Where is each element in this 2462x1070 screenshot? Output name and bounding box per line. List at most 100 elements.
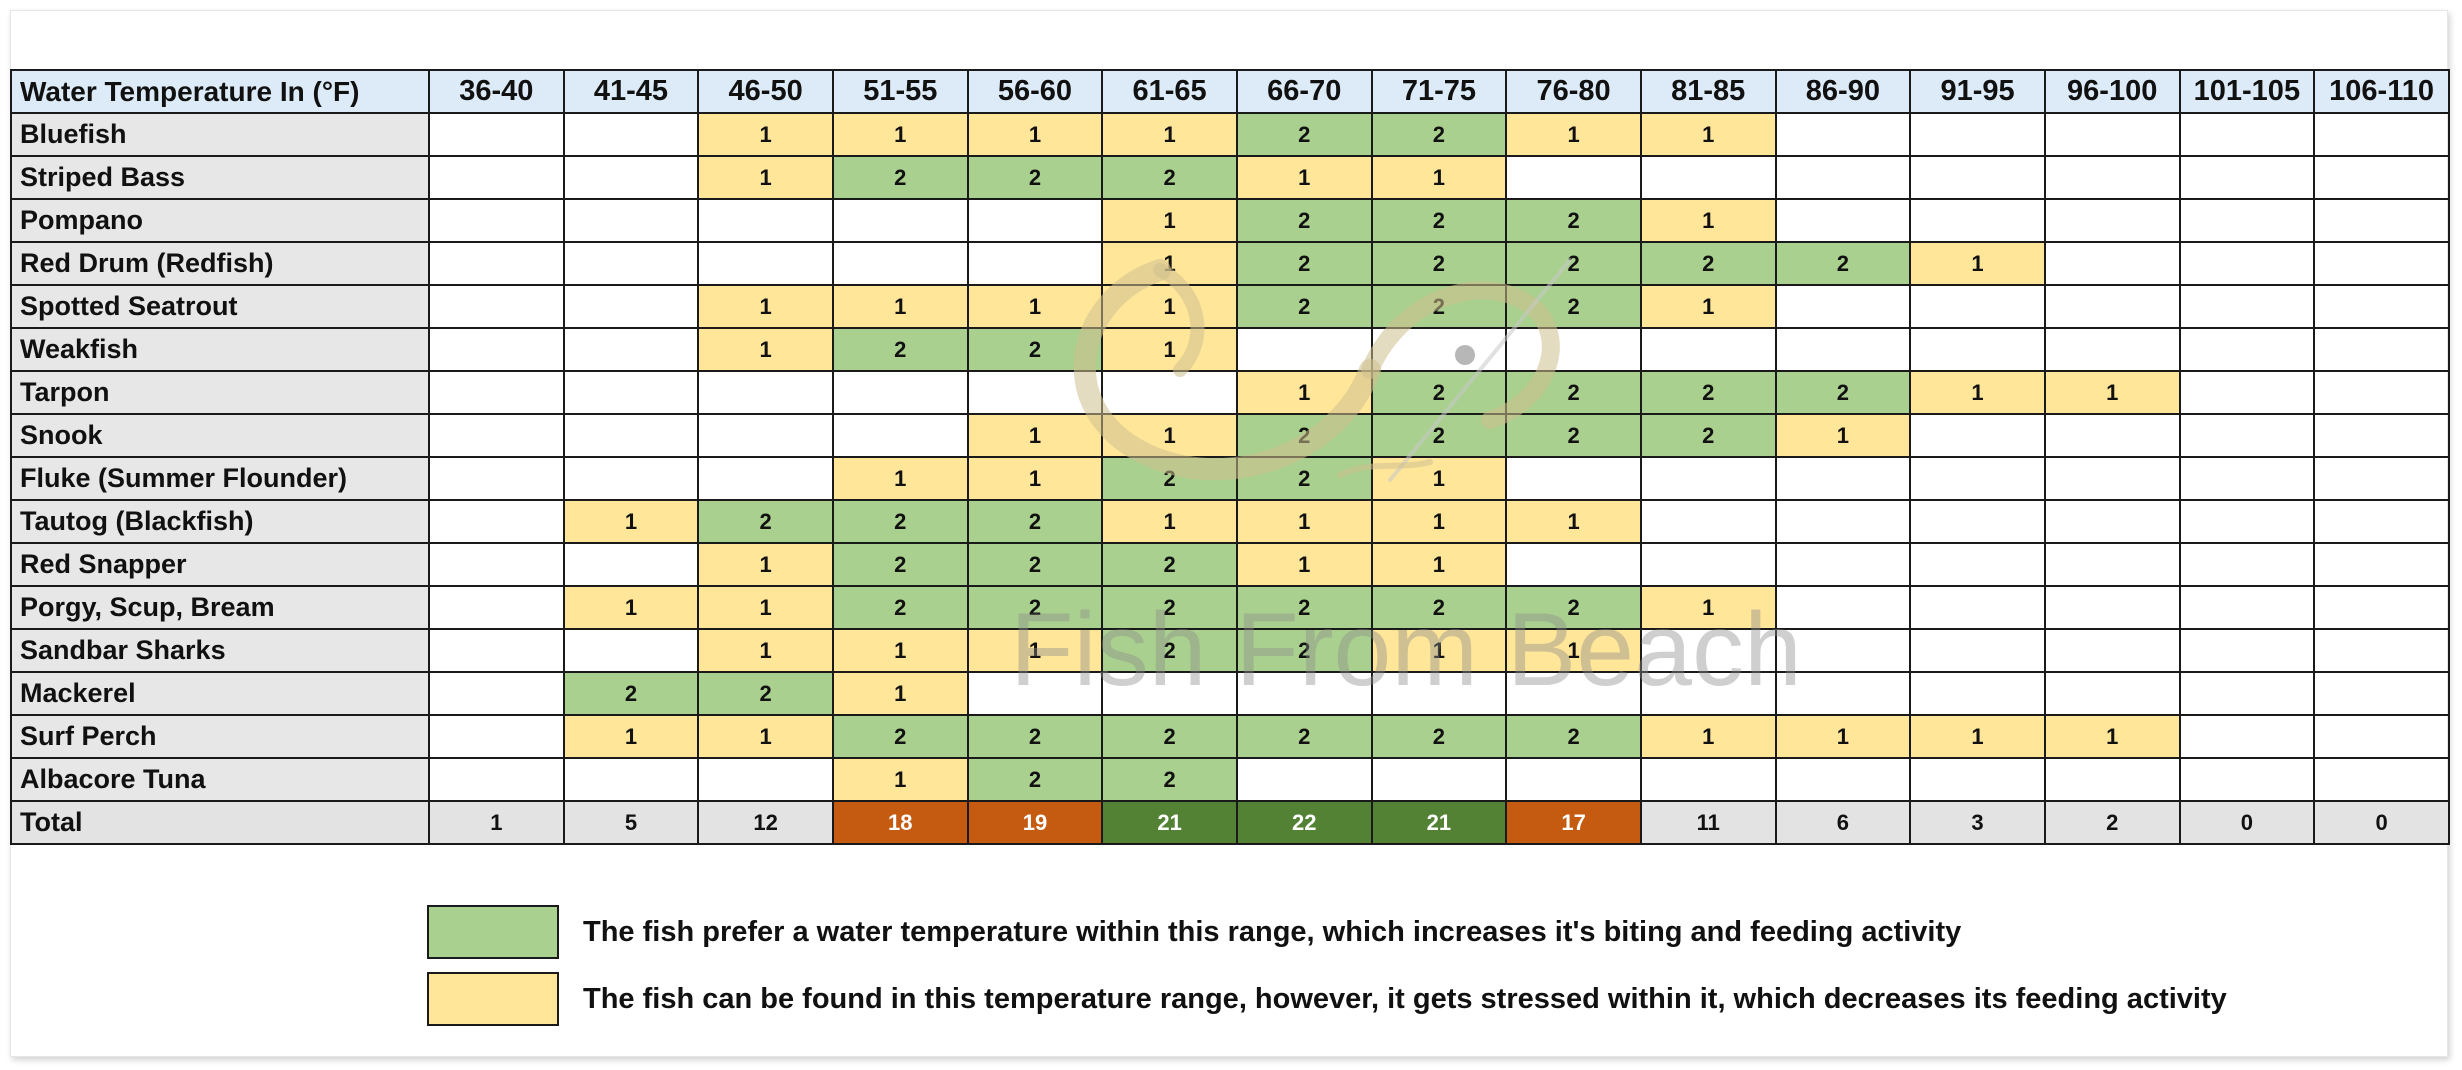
table-cell: 1 xyxy=(1101,499,1238,544)
table-cell xyxy=(1639,499,1777,544)
table-cell xyxy=(2043,327,2181,372)
table-cell xyxy=(2043,542,2181,587)
table-cell xyxy=(1909,327,2046,372)
table-cell xyxy=(2313,714,2450,759)
table-cell: 2 xyxy=(1235,241,1373,286)
table-cell: 2 xyxy=(966,155,1104,200)
column-header: 81-85 xyxy=(1639,69,1777,114)
table-cell xyxy=(1909,413,2046,458)
table-cell: 1 xyxy=(1101,327,1238,372)
table-cell xyxy=(1505,155,1642,200)
fish-name: Snook xyxy=(10,413,430,458)
column-header: 61-65 xyxy=(1101,69,1238,114)
table-cell xyxy=(2043,628,2181,673)
table-cell xyxy=(966,370,1104,415)
table-cell xyxy=(1505,757,1642,802)
column-header: 66-70 xyxy=(1235,69,1373,114)
table-cell: 2 xyxy=(1370,413,1508,458)
table-cell xyxy=(1909,198,2046,243)
table-cell xyxy=(1639,671,1777,716)
table-cell: 2 xyxy=(831,542,969,587)
table-cell: 2 xyxy=(1370,112,1508,157)
table-cell: 1 xyxy=(1101,112,1238,157)
legend-swatch-stressed xyxy=(427,972,559,1026)
table-cell: 2 xyxy=(966,757,1104,802)
table-cell xyxy=(2313,284,2450,329)
table-cell xyxy=(1774,284,1912,329)
table-cell xyxy=(1370,757,1508,802)
table-cell: 1 xyxy=(562,714,700,759)
table-cell xyxy=(2313,370,2450,415)
table-cell: 2 xyxy=(1774,370,1912,415)
table-row: Weakfish 1 2 2 1 xyxy=(10,327,2450,372)
table-row: Porgy, Scup, Bream 1 1 2 2 2 2 2 2 1 xyxy=(10,585,2450,630)
table-cell: 1 xyxy=(1639,198,1777,243)
table-cell xyxy=(1774,198,1912,243)
total-cell: 17 xyxy=(1505,800,1642,845)
table-cell xyxy=(2313,499,2450,544)
table-row: Fluke (Summer Flounder) 1 1 2 2 1 xyxy=(10,456,2450,501)
table-cell: 2 xyxy=(1235,413,1373,458)
fish-name: Pompano xyxy=(10,198,430,243)
table-cell xyxy=(697,370,834,415)
table-cell: 1 xyxy=(1639,112,1777,157)
table-cell xyxy=(2043,456,2181,501)
total-cell: 21 xyxy=(1370,800,1508,845)
table-cell xyxy=(1774,671,1912,716)
table-cell xyxy=(2313,112,2450,157)
table-cell xyxy=(428,714,565,759)
table-cell xyxy=(966,671,1104,716)
table-cell xyxy=(2178,284,2316,329)
total-cell: 22 xyxy=(1235,800,1373,845)
table-cell: 1 xyxy=(1639,585,1777,630)
table-row: Tautog (Blackfish) 1 2 2 2 1 1 1 1 xyxy=(10,499,2450,544)
table-cell xyxy=(1639,155,1777,200)
table-cell xyxy=(2043,284,2181,329)
table-cell: 2 xyxy=(1370,198,1508,243)
table-cell xyxy=(697,413,834,458)
table-cell xyxy=(2313,542,2450,587)
table-cell: 1 xyxy=(697,585,834,630)
total-cell: 21 xyxy=(1101,800,1238,845)
table-cell xyxy=(562,456,700,501)
table-cell: 2 xyxy=(1505,714,1642,759)
table-cell: 1 xyxy=(1101,198,1238,243)
table-cell xyxy=(831,370,969,415)
table-cell xyxy=(562,198,700,243)
table-cell xyxy=(2178,198,2316,243)
table-cell xyxy=(1909,628,2046,673)
table-cell: 2 xyxy=(697,671,834,716)
table-cell xyxy=(1639,327,1777,372)
table-row: Spotted Seatrout 1 1 1 1 2 2 2 1 xyxy=(10,284,2450,329)
table-cell xyxy=(966,198,1104,243)
table-cell xyxy=(428,112,565,157)
column-header: 101-105 xyxy=(2178,69,2316,114)
table-cell: 2 xyxy=(1235,628,1373,673)
column-header: 91-95 xyxy=(1909,69,2046,114)
table-cell: 1 xyxy=(1235,542,1373,587)
column-header: 46-50 xyxy=(697,69,834,114)
table-cell: 1 xyxy=(1909,241,2046,286)
table-cell: 1 xyxy=(1505,628,1642,673)
table-cell: 1 xyxy=(697,628,834,673)
fish-name: Porgy, Scup, Bream xyxy=(10,585,430,630)
table-cell: 2 xyxy=(1505,585,1642,630)
table-row: Surf Perch 1 1 2 2 2 2 2 2 1 1 1 1 xyxy=(10,714,2450,759)
table-cell xyxy=(2313,585,2450,630)
table-cell xyxy=(1909,499,2046,544)
table-cell: 2 xyxy=(831,585,969,630)
table-cell: 1 xyxy=(697,112,834,157)
table-cell xyxy=(428,542,565,587)
table-cell: 1 xyxy=(966,112,1104,157)
table-cell xyxy=(2313,757,2450,802)
table-cell xyxy=(562,241,700,286)
fish-name: Surf Perch xyxy=(10,714,430,759)
total-cell: 3 xyxy=(1909,800,2046,845)
table-cell xyxy=(2313,628,2450,673)
table-cell: 1 xyxy=(1909,370,2046,415)
legend-item-stressed: The fish can be found in this temperatur… xyxy=(427,972,2227,1026)
table-cell xyxy=(697,757,834,802)
table-cell: 2 xyxy=(1235,198,1373,243)
table-cell xyxy=(2043,671,2181,716)
table-cell xyxy=(1774,585,1912,630)
